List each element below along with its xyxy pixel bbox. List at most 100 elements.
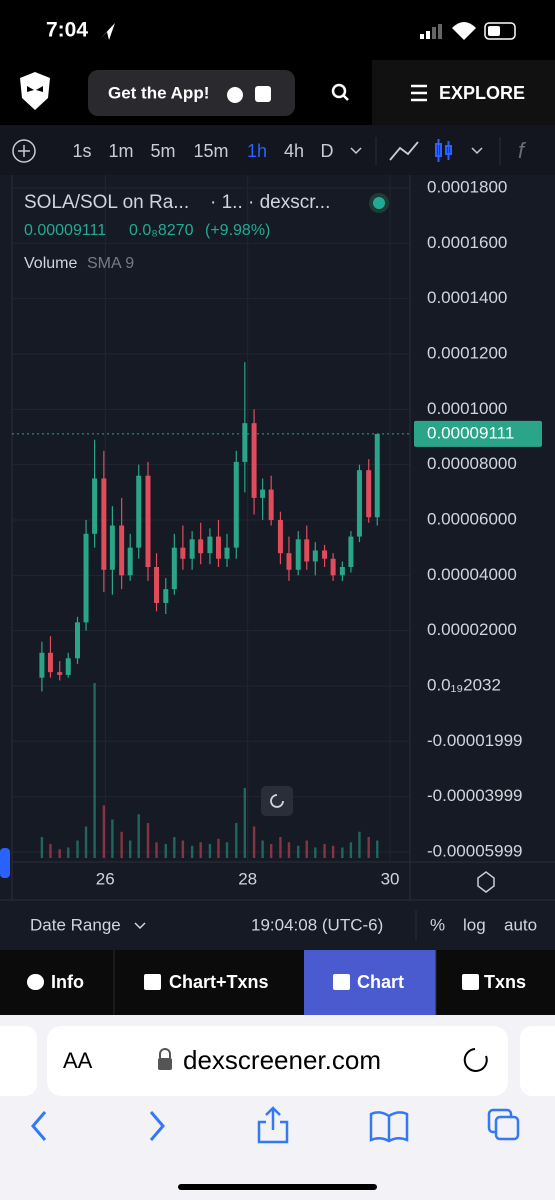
- text-size-button[interactable]: AA: [63, 1048, 93, 1073]
- y-tick-label: 0.00002000: [427, 620, 517, 639]
- volume-bar: [155, 842, 158, 858]
- date-range-dropdown: [134, 922, 146, 930]
- auto-toggle[interactable]: auto: [504, 915, 537, 934]
- candle-body: [39, 652, 45, 678]
- explore-label[interactable]: EXPLORE: [439, 83, 525, 103]
- interval-button[interactable]: 1h: [247, 141, 267, 161]
- volume-bar: [93, 683, 96, 858]
- battery-level: [488, 26, 500, 36]
- candle-body: [145, 475, 151, 568]
- interval-button[interactable]: 15m: [193, 141, 228, 161]
- volume-bar: [190, 845, 194, 858]
- y-tick-label: 0.00004000: [427, 565, 517, 584]
- back-button[interactable]: [31, 1111, 47, 1141]
- search-icon[interactable]: [331, 83, 347, 99]
- legend-interval: · 1..: [210, 192, 243, 213]
- url: dexscreener.com: [183, 1045, 381, 1075]
- prev-tab-card[interactable]: [0, 1026, 37, 1096]
- forward-button[interactable]: [149, 1111, 165, 1141]
- bookmarks-button[interactable]: [369, 1111, 409, 1143]
- candle-body: [154, 567, 160, 603]
- tab-label[interactable]: Info: [51, 972, 84, 992]
- volume-bar: [367, 837, 370, 858]
- reload-icon[interactable]: [463, 1048, 488, 1072]
- lock-shackle: [159, 1048, 171, 1058]
- reset-button[interactable]: [261, 786, 293, 816]
- legend-sma: SMA 9: [87, 255, 134, 272]
- interval-button[interactable]: 5m: [150, 141, 175, 161]
- volume-bar: [58, 849, 61, 858]
- candle-style-icon[interactable]: [435, 139, 452, 162]
- toolbar-bg: [0, 125, 555, 175]
- candle-body: [189, 539, 195, 559]
- battery-icon: [484, 22, 516, 40]
- explore-bg: [372, 60, 555, 125]
- candle-body: [180, 547, 186, 559]
- percent-toggle[interactable]: %: [430, 915, 445, 934]
- share-button[interactable]: [257, 1106, 289, 1144]
- candle-body: [171, 547, 177, 590]
- tab-icon: [27, 974, 44, 990]
- indicator-icon[interactable]: f: [518, 138, 527, 163]
- volume-bar: [111, 819, 114, 858]
- candle-body: [348, 536, 354, 568]
- candle-body: [207, 536, 213, 554]
- volume-bar: [235, 823, 238, 858]
- volume-bar: [208, 844, 212, 858]
- legend-change: 0.0₈8270: [129, 222, 194, 239]
- get-app-button[interactable]: [88, 70, 295, 116]
- date-range[interactable]: Date Range: [30, 915, 121, 934]
- apple-icon: [227, 87, 243, 103]
- next-tab-card[interactable]: [520, 1026, 555, 1096]
- volume-bar: [146, 823, 150, 858]
- volume-bar: [84, 826, 88, 858]
- log-toggle[interactable]: log: [463, 915, 486, 934]
- interval-button[interactable]: D: [321, 141, 334, 161]
- y-tick-label: -0.00005999: [427, 841, 522, 860]
- volume-bar: [376, 840, 379, 858]
- interval-button[interactable]: 4h: [284, 141, 304, 161]
- volume-bar: [358, 831, 361, 858]
- interval-button[interactable]: 1s: [72, 141, 91, 161]
- candle-body: [339, 567, 345, 576]
- volume-bar: [225, 842, 229, 858]
- clock: 19:04:08 (UTC-6): [251, 915, 383, 934]
- tab-label[interactable]: Chart: [357, 972, 404, 992]
- add-plus: [18, 145, 30, 157]
- y-tick-label: 0.0₁₉2032: [427, 675, 501, 694]
- menu-icon[interactable]: [411, 84, 427, 102]
- tabs-button[interactable]: [487, 1108, 520, 1141]
- home-indicator: [178, 1184, 377, 1190]
- interval-button[interactable]: 1m: [108, 141, 133, 161]
- interval-dropdown[interactable]: [350, 147, 362, 155]
- candle-body: [119, 525, 125, 576]
- volume-bar: [323, 844, 326, 858]
- logo[interactable]: [20, 72, 50, 110]
- candle-body: [92, 478, 98, 534]
- wifi-icon: [452, 22, 476, 40]
- volume-bar: [173, 837, 176, 858]
- side-handle[interactable]: [0, 848, 10, 878]
- price-label: 0.00009111: [427, 423, 514, 442]
- line-style-icon[interactable]: [389, 141, 419, 161]
- add-icon[interactable]: [12, 139, 36, 163]
- x-tick-label: 28: [238, 869, 257, 888]
- legend-change-pct: (+9.98%): [205, 222, 270, 239]
- status-dot: [373, 197, 385, 209]
- candle-body: [101, 478, 107, 570]
- status-time: 7:04: [46, 19, 88, 42]
- style-dropdown[interactable]: [471, 147, 483, 155]
- url-bar[interactable]: [47, 1026, 508, 1096]
- tab-label[interactable]: Txns: [484, 972, 526, 992]
- settings-icon[interactable]: [477, 871, 495, 893]
- candle-body: [215, 536, 221, 559]
- volume-bar: [181, 840, 185, 858]
- tab-icon: [144, 974, 161, 990]
- volume-bar: [243, 788, 247, 858]
- candle-body: [65, 658, 71, 675]
- chart-bg: [0, 175, 555, 950]
- candle-body: [242, 423, 248, 462]
- tab-label[interactable]: Chart+Txns: [169, 972, 269, 992]
- signal-icon: [420, 24, 442, 39]
